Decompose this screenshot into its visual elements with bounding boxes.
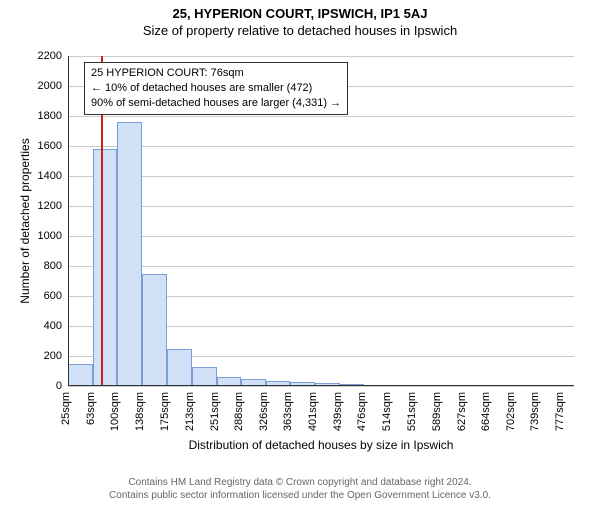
annotation-box: 25 HYPERION COURT: 76sqm ← 10% of detach… xyxy=(84,62,348,115)
x-tick-label: 627sqm xyxy=(456,392,468,442)
gridline-h xyxy=(68,176,574,177)
x-tick-label: 702sqm xyxy=(505,392,517,442)
y-tick-label: 1800 xyxy=(28,110,62,122)
x-tick-label: 439sqm xyxy=(332,392,344,442)
gridline-h xyxy=(68,266,574,267)
page-subtitle: Size of property relative to detached ho… xyxy=(0,23,600,38)
x-tick-label: 664sqm xyxy=(480,392,492,442)
x-tick-label: 63sqm xyxy=(85,392,97,442)
gridline-h xyxy=(68,56,574,57)
histogram-bar xyxy=(167,349,192,387)
x-tick-label: 251sqm xyxy=(209,392,221,442)
x-tick-label: 326sqm xyxy=(258,392,270,442)
y-tick-label: 1200 xyxy=(28,200,62,212)
histogram-bar xyxy=(192,367,217,387)
x-tick-label: 175sqm xyxy=(159,392,171,442)
y-tick-label: 2000 xyxy=(28,80,62,92)
x-tick-label: 777sqm xyxy=(554,392,566,442)
footer-line2: Contains public sector information licen… xyxy=(0,490,600,503)
footer-attribution: Contains HM Land Registry data © Crown c… xyxy=(0,477,600,502)
y-tick-label: 1400 xyxy=(28,170,62,182)
gridline-h xyxy=(68,146,574,147)
x-tick-label: 138sqm xyxy=(134,392,146,442)
y-axis-label: Number of detached properties xyxy=(18,56,32,386)
gridline-h xyxy=(68,386,574,387)
x-tick-label: 25sqm xyxy=(60,392,72,442)
gridline-h xyxy=(68,236,574,237)
x-tick-label: 589sqm xyxy=(431,392,443,442)
histogram-bar xyxy=(142,274,166,387)
x-tick-label: 100sqm xyxy=(109,392,121,442)
x-tick-label: 213sqm xyxy=(184,392,196,442)
histogram-bar xyxy=(117,122,142,386)
x-tick-label: 476sqm xyxy=(356,392,368,442)
page-title: 25, HYPERION COURT, IPSWICH, IP1 5AJ xyxy=(0,6,600,21)
y-tick-label: 400 xyxy=(28,320,62,332)
annotation-line2: ← 10% of detached houses are smaller (47… xyxy=(91,81,341,96)
footer-line1: Contains HM Land Registry data © Crown c… xyxy=(0,477,600,490)
x-tick-label: 739sqm xyxy=(529,392,541,442)
y-tick-label: 600 xyxy=(28,290,62,302)
gridline-h xyxy=(68,206,574,207)
y-tick-label: 800 xyxy=(28,260,62,272)
y-axis-line xyxy=(68,56,69,386)
y-tick-label: 2200 xyxy=(28,50,62,62)
x-tick-label: 288sqm xyxy=(233,392,245,442)
x-tick-label: 551sqm xyxy=(406,392,418,442)
annotation-line1: 25 HYPERION COURT: 76sqm xyxy=(91,66,341,81)
y-tick-label: 200 xyxy=(28,350,62,362)
x-tick-label: 514sqm xyxy=(381,392,393,442)
x-tick-label: 401sqm xyxy=(307,392,319,442)
histogram-bar xyxy=(93,149,117,386)
x-tick-label: 363sqm xyxy=(282,392,294,442)
y-tick-label: 0 xyxy=(28,380,62,392)
annotation-line3: 90% of semi-detached houses are larger (… xyxy=(91,96,341,111)
gridline-h xyxy=(68,116,574,117)
y-tick-label: 1000 xyxy=(28,230,62,242)
y-tick-label: 1600 xyxy=(28,140,62,152)
histogram-bar xyxy=(68,364,93,387)
x-axis-line xyxy=(68,385,574,386)
